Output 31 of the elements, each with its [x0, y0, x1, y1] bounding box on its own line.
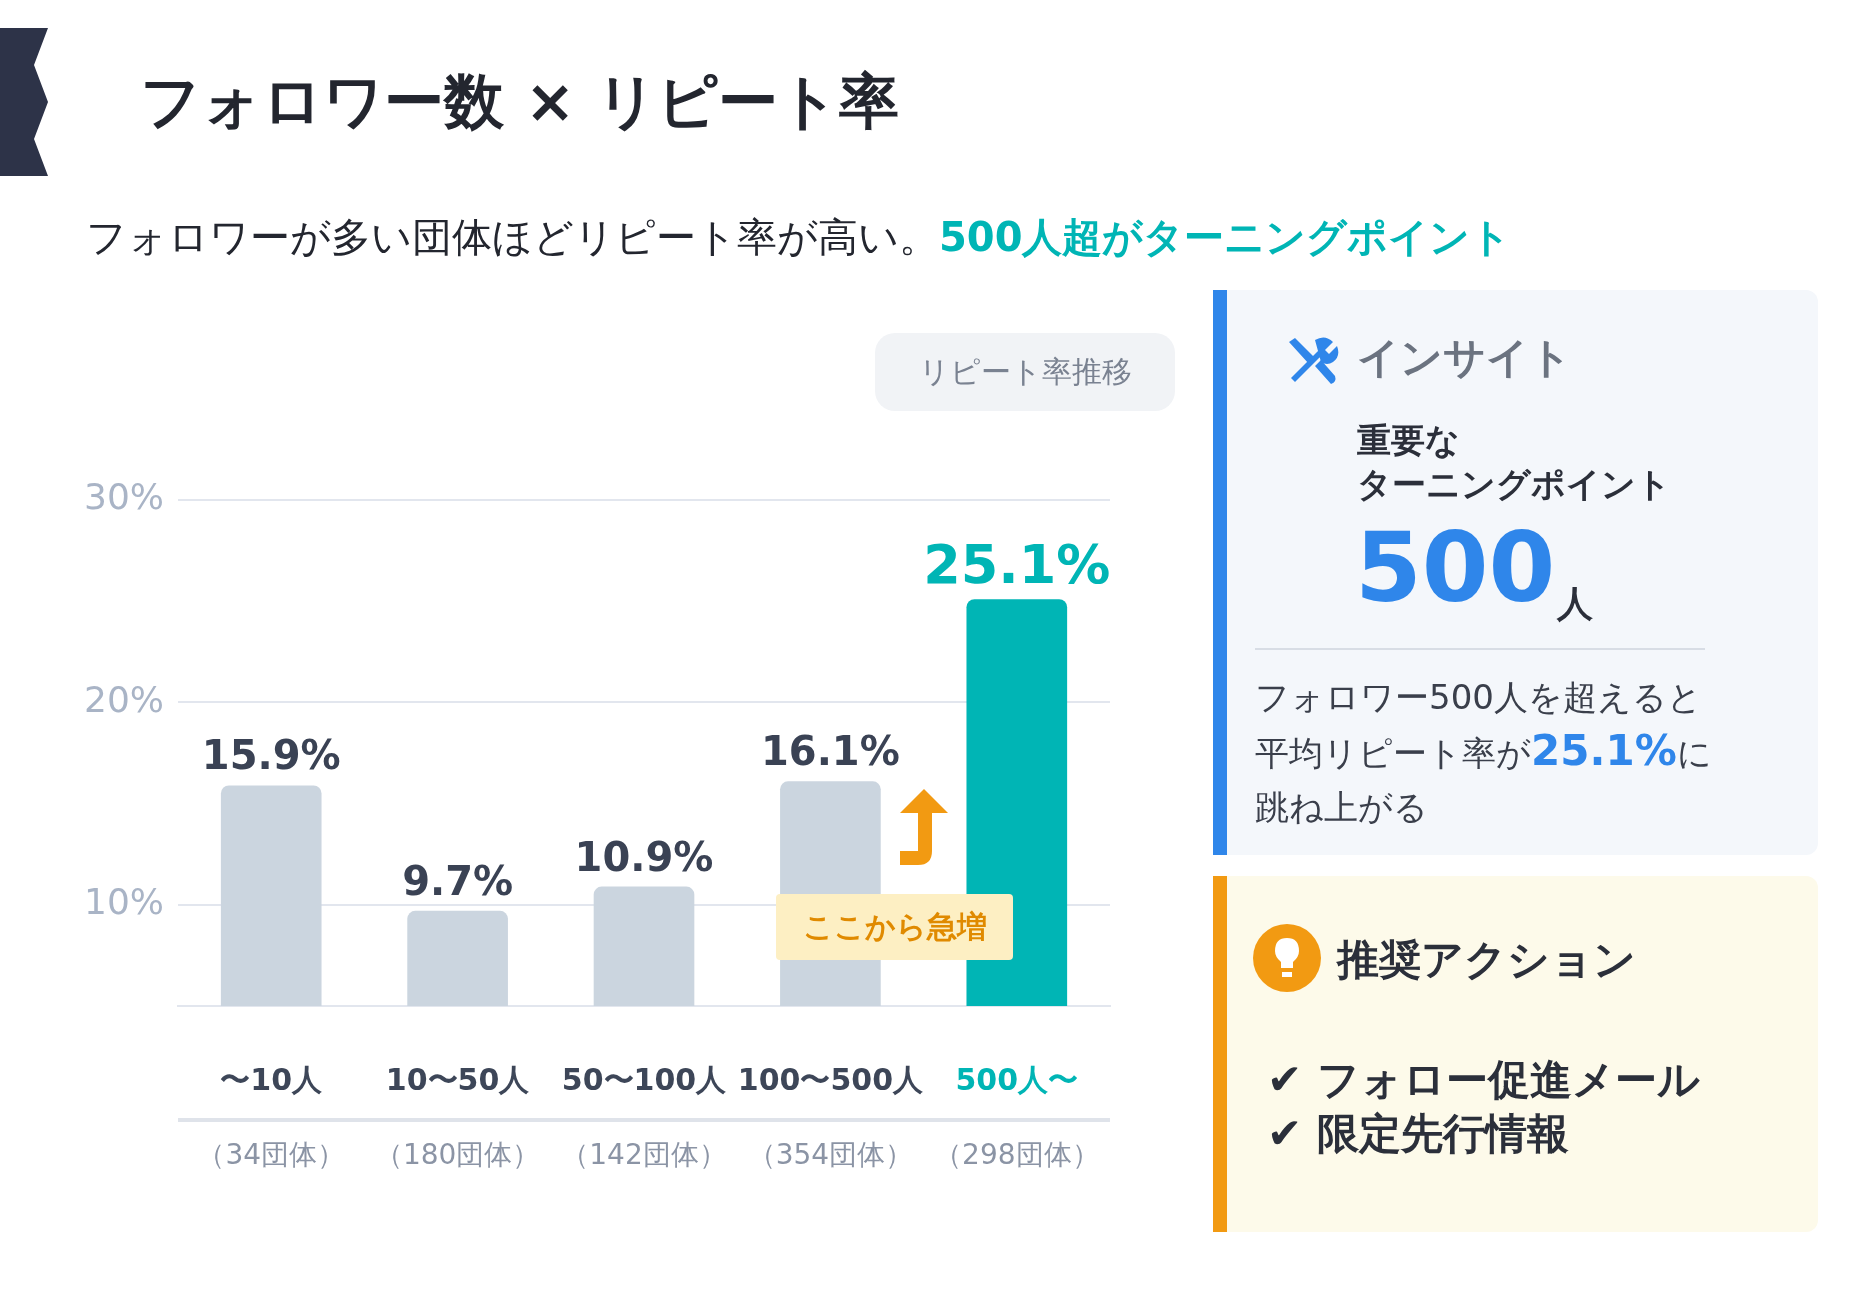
- text: （34団体）: [197, 1137, 346, 1173]
- y-tick-label: 30%: [84, 476, 165, 518]
- data-label: 25.1%: [923, 533, 1111, 597]
- text: （354団体）: [747, 1137, 914, 1173]
- text: ターニングポイント: [1357, 464, 1671, 504]
- text: リピート率推移: [875, 333, 1175, 411]
- text: （180団体）: [374, 1137, 541, 1173]
- data-label: 9.7%: [402, 857, 514, 904]
- x-tick-label: 50〜100人: [561, 1061, 728, 1097]
- y-tick-label: 20%: [84, 678, 165, 720]
- text: 25.1%: [1531, 726, 1677, 775]
- text: 推奨アクション: [1337, 934, 1636, 986]
- text: インサイト: [1357, 332, 1572, 384]
- text: （298団体）: [934, 1137, 1100, 1173]
- x-tick-label: 100〜500人: [737, 1061, 925, 1097]
- data-label: 16.1%: [761, 728, 900, 775]
- text: 500: [1355, 512, 1556, 624]
- y-tick-label: 10%: [84, 881, 165, 923]
- text: 重要な: [1357, 420, 1460, 460]
- text: ✔ 限定先行情報: [1267, 1108, 1569, 1160]
- text: （142団体）: [561, 1137, 727, 1173]
- data-label: 15.9%: [201, 732, 341, 779]
- text: ✔ フォロー促進メール: [1267, 1054, 1700, 1106]
- chart-title: フォロワー数 × リピート率: [140, 65, 900, 138]
- x-tick-label: 〜10人: [220, 1061, 324, 1097]
- text: 500人超がターニングポイント: [939, 214, 1512, 260]
- text: 人: [1557, 582, 1593, 626]
- x-tick-label: 10〜50人: [385, 1061, 531, 1097]
- x-tick-label: 500人〜: [955, 1061, 1079, 1097]
- data-label: 10.9%: [574, 833, 714, 880]
- annotation: ここから急増: [776, 894, 1013, 960]
